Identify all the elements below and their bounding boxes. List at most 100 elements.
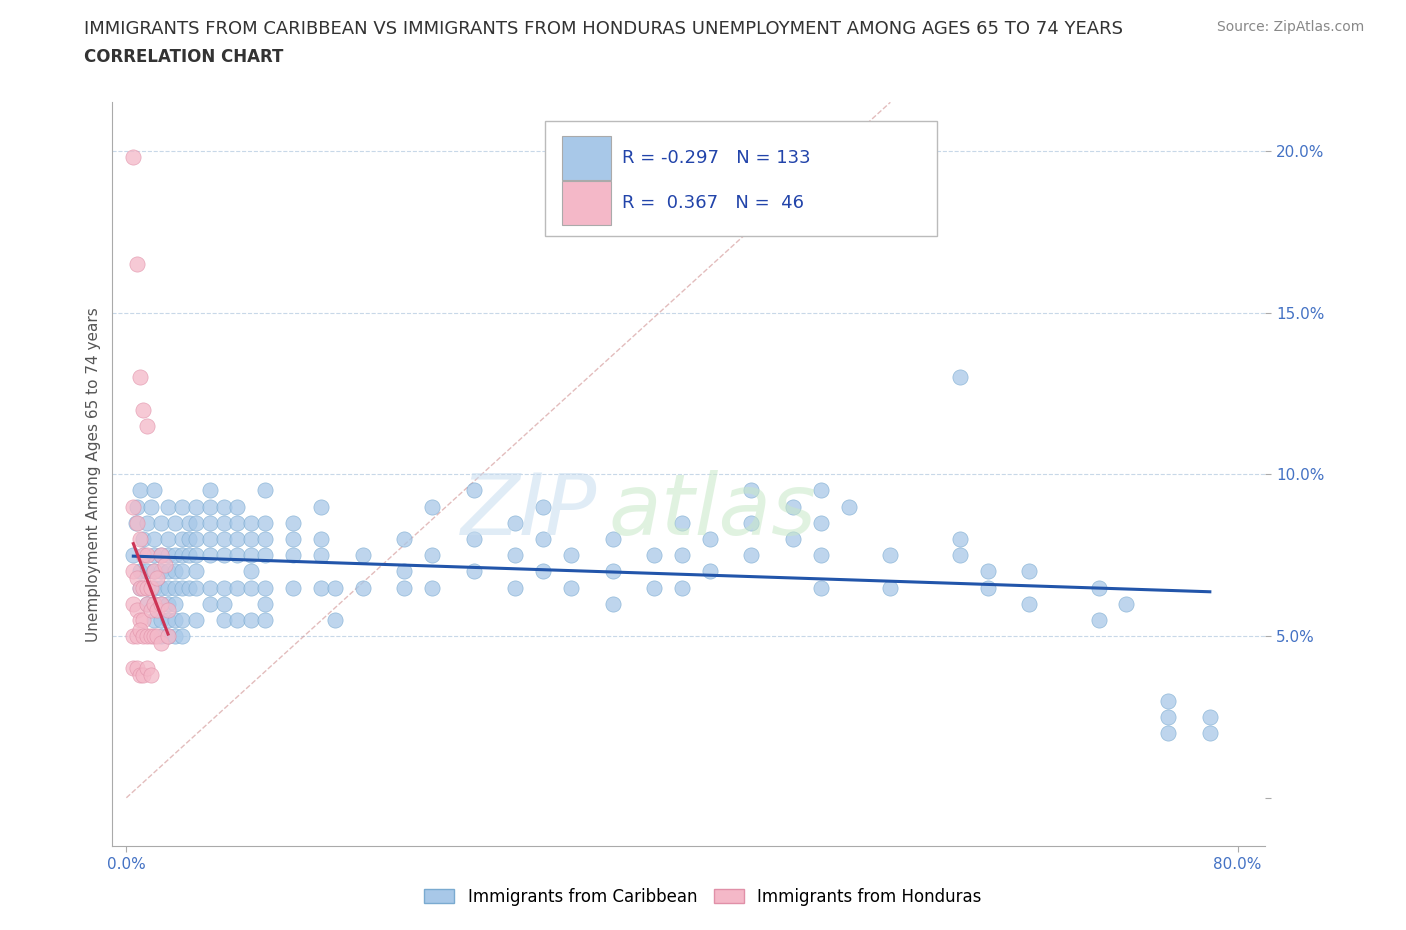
Point: [136, 661, 159, 676]
Point: [643, 580, 665, 595]
Point: [505, 580, 527, 595]
Point: [177, 515, 200, 530]
FancyBboxPatch shape: [562, 180, 610, 225]
Point: [143, 629, 166, 644]
Point: [132, 580, 155, 595]
Point: [143, 564, 166, 578]
Point: [141, 668, 163, 683]
Point: [127, 515, 149, 530]
Point: [146, 603, 169, 618]
Point: [157, 532, 180, 547]
Point: [602, 596, 624, 611]
Point: [132, 532, 155, 547]
Point: [157, 564, 180, 578]
Point: [132, 629, 155, 644]
Legend: Immigrants from Caribbean, Immigrants from Honduras: Immigrants from Caribbean, Immigrants fr…: [418, 881, 988, 912]
Point: [240, 532, 263, 547]
Point: [132, 668, 155, 683]
Point: [143, 596, 166, 611]
Point: [699, 564, 721, 578]
Text: R =  0.367   N =  46: R = 0.367 N = 46: [621, 193, 804, 212]
Point: [170, 564, 193, 578]
Point: [136, 596, 159, 611]
Point: [157, 548, 180, 563]
Point: [1198, 725, 1220, 740]
Point: [1087, 580, 1109, 595]
Point: [949, 532, 972, 547]
Point: [129, 580, 152, 595]
Point: [420, 580, 443, 595]
Point: [157, 596, 180, 611]
Point: [150, 596, 173, 611]
Point: [146, 629, 169, 644]
Point: [163, 548, 186, 563]
Point: [463, 564, 485, 578]
Point: [129, 564, 152, 578]
Point: [281, 548, 304, 563]
Point: [157, 629, 180, 644]
Point: [198, 532, 221, 547]
Point: [281, 532, 304, 547]
Point: [879, 580, 901, 595]
Point: [136, 596, 159, 611]
Point: [309, 532, 332, 547]
Point: [150, 635, 173, 650]
Point: [879, 548, 901, 563]
Point: [323, 613, 346, 628]
Point: [1087, 613, 1109, 628]
Point: [463, 483, 485, 498]
Point: [143, 564, 166, 578]
Point: [226, 548, 249, 563]
Point: [170, 629, 193, 644]
FancyBboxPatch shape: [562, 136, 610, 180]
Point: [1198, 710, 1220, 724]
Point: [157, 603, 180, 618]
Point: [184, 548, 207, 563]
Point: [392, 564, 415, 578]
Point: [740, 483, 762, 498]
Point: [699, 532, 721, 547]
Point: [136, 580, 159, 595]
Point: [163, 580, 186, 595]
Point: [136, 515, 159, 530]
Point: [643, 548, 665, 563]
Point: [122, 596, 145, 611]
Point: [352, 548, 374, 563]
Text: Source: ZipAtlas.com: Source: ZipAtlas.com: [1216, 20, 1364, 34]
Point: [143, 613, 166, 628]
Point: [122, 661, 145, 676]
Text: ZIP: ZIP: [460, 470, 596, 553]
Point: [129, 613, 152, 628]
Point: [157, 499, 180, 514]
Point: [560, 580, 582, 595]
Point: [150, 629, 173, 644]
Point: [240, 548, 263, 563]
Point: [240, 580, 263, 595]
Point: [198, 596, 221, 611]
Point: [157, 629, 180, 644]
Point: [177, 548, 200, 563]
Point: [141, 629, 163, 644]
Point: [170, 580, 193, 595]
Point: [163, 564, 186, 578]
Point: [122, 499, 145, 514]
Point: [122, 548, 145, 563]
Point: [560, 548, 582, 563]
Point: [309, 499, 332, 514]
Point: [136, 629, 159, 644]
Point: [122, 629, 145, 644]
Point: [141, 603, 163, 618]
Point: [782, 499, 804, 514]
Point: [309, 548, 332, 563]
Point: [810, 483, 832, 498]
Point: [170, 548, 193, 563]
Point: [150, 548, 173, 563]
Point: [254, 580, 277, 595]
Point: [1115, 596, 1137, 611]
Point: [212, 548, 235, 563]
Point: [157, 580, 180, 595]
Point: [240, 515, 263, 530]
Point: [671, 548, 693, 563]
Point: [226, 580, 249, 595]
Point: [141, 499, 163, 514]
